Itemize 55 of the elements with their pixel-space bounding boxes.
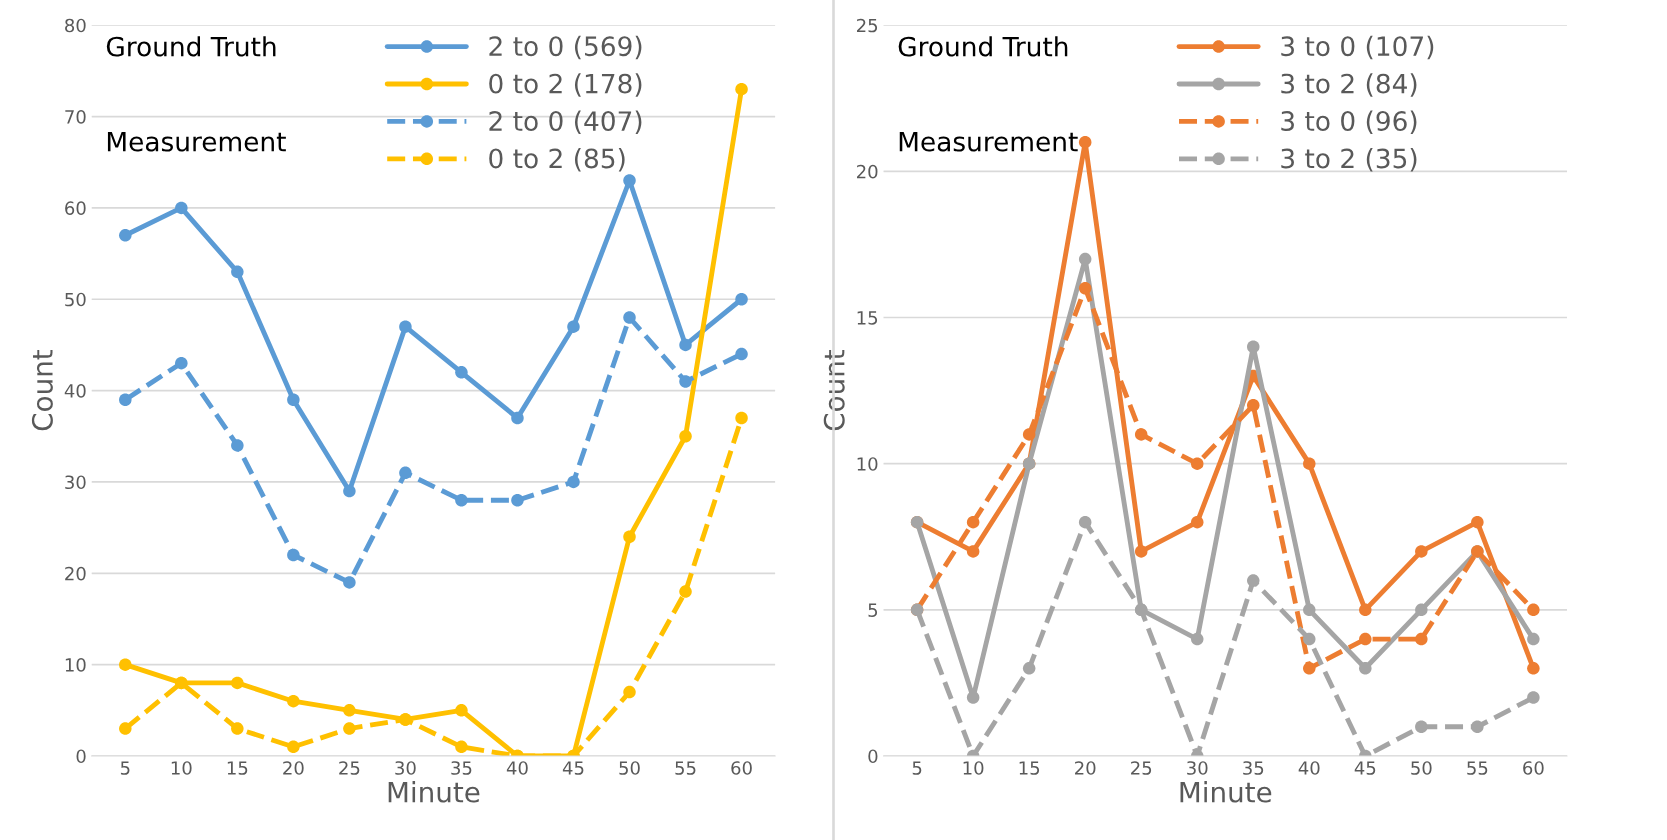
legend-label: 3 to 0 (96) [1281, 110, 1417, 135]
x-tick-label: 60 [1523, 761, 1544, 775]
y-tick-label: 70 [65, 110, 86, 124]
x-tick-label: 45 [1354, 761, 1376, 775]
y-tick-label: 5 [868, 603, 878, 617]
y-axis-title: Count [823, 350, 845, 431]
y-tick-label: 30 [65, 475, 86, 490]
x-tick-label: 55 [1467, 761, 1488, 775]
y-tick-label: 10 [65, 658, 86, 672]
x-tick-label: 15 [227, 761, 248, 775]
annotation: Measurement [107, 131, 286, 152]
x-tick-label: 60 [731, 761, 752, 775]
y-tick-label: 0 [76, 749, 86, 764]
x-tick-label: 40 [1298, 761, 1320, 775]
x-tick-label: 25 [339, 761, 360, 775]
y-axis-title: Count [31, 350, 53, 431]
x-tick-label: 50 [1411, 761, 1432, 775]
legend-label: 3 to 2 (84) [1281, 73, 1417, 97]
y-tick-label: 40 [64, 384, 86, 398]
x-tick-label: 15 [1019, 761, 1040, 775]
x-tick-label: 35 [1243, 761, 1264, 775]
legend-label: 3 to 2 (35) [1281, 148, 1417, 172]
y-tick-label: 20 [65, 566, 86, 581]
x-tick-label: 30 [1187, 761, 1208, 775]
y-tick-label: 25 [857, 18, 878, 33]
y-tick-label: 80 [65, 18, 86, 33]
x-tick-label: 40 [506, 761, 528, 775]
x-tick-label: 10 [963, 761, 984, 775]
x-axis-title: Minute [388, 781, 480, 803]
x-tick-label: 10 [171, 761, 192, 775]
x-tick-label: 5 [120, 761, 130, 775]
legend-label: 0 to 2 (85) [489, 148, 625, 172]
annotation: Measurement [899, 131, 1078, 152]
y-tick-label: 50 [65, 292, 86, 307]
legend-label: 2 to 0 (407) [489, 110, 642, 135]
x-tick-label: 50 [619, 761, 640, 775]
x-tick-label: 45 [562, 761, 584, 775]
y-tick-label: 15 [857, 311, 878, 325]
legend-label: 3 to 0 (107) [1281, 35, 1434, 60]
legend-label: 0 to 2 (178) [489, 73, 642, 97]
annotation: Ground Truth [106, 36, 276, 57]
x-tick-label: 20 [1075, 761, 1096, 775]
x-axis-title: Minute [1180, 781, 1272, 803]
x-tick-label: 5 [912, 761, 922, 775]
annotation: Ground Truth [898, 36, 1068, 57]
legend-label: 2 to 0 (569) [489, 35, 642, 60]
x-tick-label: 20 [283, 761, 304, 775]
y-tick-label: 10 [857, 457, 878, 471]
y-tick-label: 20 [857, 164, 878, 179]
x-tick-label: 25 [1131, 761, 1152, 775]
x-tick-label: 30 [395, 761, 416, 775]
x-tick-label: 35 [451, 761, 472, 775]
y-tick-label: 60 [65, 201, 86, 216]
x-tick-label: 55 [675, 761, 696, 775]
y-tick-label: 0 [868, 749, 878, 764]
